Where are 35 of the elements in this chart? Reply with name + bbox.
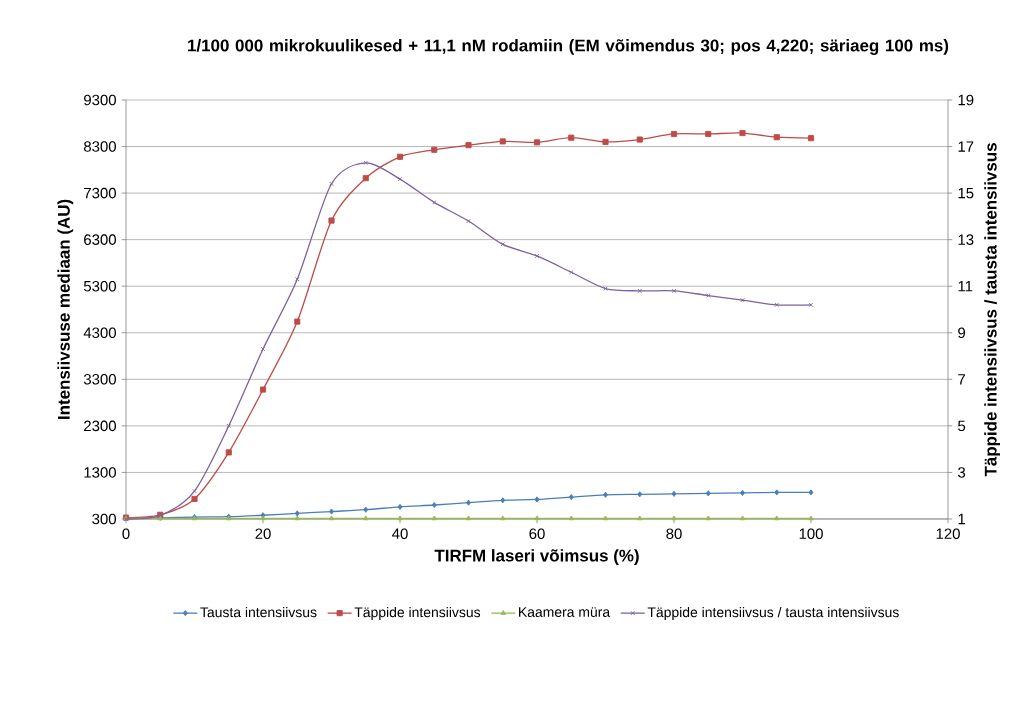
y-tick-label: 9300 bbox=[84, 94, 116, 106]
y-tick-label: 7300 bbox=[84, 187, 116, 199]
y-tick-label: 8300 bbox=[83, 141, 116, 152]
y-tick-label: 3300 bbox=[83, 374, 116, 385]
x-tick-label: 80 bbox=[666, 528, 682, 539]
y2-tick-label: 19 bbox=[958, 94, 974, 106]
x-axis-title: TIRFM laseri võimsus (%) bbox=[434, 549, 639, 565]
x-tick-label: 20 bbox=[255, 528, 271, 539]
x-tick-label: 120 bbox=[936, 528, 960, 539]
legend-label: Kaamera müra bbox=[519, 607, 611, 617]
y2-tick-label: 3 bbox=[958, 467, 966, 478]
legend-label: Täppide intensiivsus / tausta intensiivsus bbox=[647, 606, 899, 620]
y-tick-label: 5300 bbox=[83, 280, 116, 292]
y2-axis-title: Täppide intensiivsus / tausta intensiivsus bbox=[984, 143, 1001, 477]
y2-tick-label: 17 bbox=[958, 141, 974, 152]
y2-tick-label: 13 bbox=[958, 234, 974, 245]
y-tick-label: 1300 bbox=[84, 467, 116, 478]
y-tick-label: 300 bbox=[92, 513, 116, 525]
x-tick-label: 60 bbox=[529, 528, 545, 539]
y2-tick-label: 7 bbox=[958, 374, 966, 385]
y2-tick-label: 15 bbox=[958, 187, 974, 199]
chart-title: 1/100 000 mikrokuulikesed + 11,1 nM rodamiin (EM võimendus 30; pos 4,220; säriaeg 100 ms) bbox=[188, 39, 949, 55]
x-tick-label: 100 bbox=[799, 528, 823, 539]
y2-tick-label: 1 bbox=[958, 513, 966, 525]
y2-tick-label: 11 bbox=[958, 281, 973, 292]
legend-label: Tausta intensiivsus bbox=[200, 606, 317, 618]
x-tick-label: 0 bbox=[122, 528, 130, 539]
legend-label: Täppide intensiivsus bbox=[354, 606, 481, 620]
y-axis-title: Intensiivsuse mediaan (AU) bbox=[57, 199, 74, 419]
y2-tick-label: 9 bbox=[958, 327, 966, 339]
y-tick-label: 6300 bbox=[84, 234, 116, 245]
y-tick-label: 4300 bbox=[83, 327, 116, 339]
y-tick-label: 2300 bbox=[84, 420, 116, 432]
x-tick-label: 40 bbox=[392, 528, 408, 539]
y2-tick-label: 5 bbox=[958, 420, 966, 432]
